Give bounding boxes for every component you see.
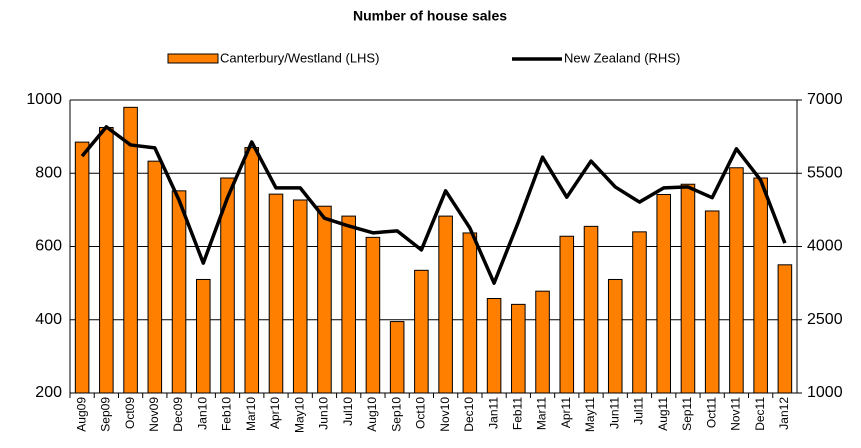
bar: [74, 141, 90, 394]
bar: [123, 106, 138, 394]
bar: [704, 210, 720, 394]
y2-tick-label: 2500: [807, 311, 843, 328]
legend-swatch: [167, 53, 219, 64]
bar: [438, 215, 453, 394]
y-tick-label: 800: [35, 164, 62, 181]
x-tick-label: Oct11: [704, 397, 718, 428]
y-tick-label: 600: [35, 238, 62, 255]
x-tick-label: Sep10: [389, 397, 403, 432]
bar: [365, 236, 381, 394]
x-tick-label: Apr10: [268, 397, 282, 429]
x-tick-label: Jul10: [341, 397, 355, 426]
x-tick-label: Jul11: [632, 397, 646, 425]
bar: [414, 269, 429, 394]
legend-label: New Zealand (RHS): [564, 50, 680, 65]
x-tick-label: Dec09: [171, 397, 185, 432]
bar: [99, 126, 114, 394]
bar: [535, 290, 550, 394]
x-tick-label: Mar11: [535, 397, 549, 430]
x-tick-label: Jun10: [317, 397, 331, 430]
bar: [777, 264, 793, 394]
bar: [317, 205, 332, 394]
bar: [220, 177, 235, 394]
bar: [389, 321, 405, 394]
x-tick-label: Dec10: [462, 397, 476, 432]
bar: [292, 199, 308, 394]
x-tick-label: Feb11: [510, 397, 524, 430]
y2-tick-label: 5500: [807, 164, 843, 181]
bar: [195, 278, 211, 394]
bar: [729, 167, 744, 394]
y-tick-label: 1000: [26, 91, 62, 108]
bar: [753, 177, 768, 394]
x-tick-label: Aug09: [74, 397, 88, 432]
x-tick-label: Jan11: [486, 397, 500, 429]
bar: [462, 232, 478, 394]
x-tick-label: Jan12: [777, 397, 791, 430]
bar: [244, 147, 260, 394]
bar: [341, 215, 356, 394]
x-tick-label: May11: [583, 397, 597, 432]
line: [80, 125, 787, 285]
x-tick-label: Oct09: [123, 397, 137, 429]
x-tick-label: Dec11: [753, 397, 767, 431]
x-tick-label: Apr11: [559, 397, 573, 428]
bar: [632, 231, 647, 394]
y2-tick-label: 7000: [807, 91, 843, 108]
bar: [607, 278, 623, 394]
x-tick-label: Nov09: [147, 397, 161, 432]
y-tick-label: 200: [35, 384, 62, 401]
bar: [656, 193, 672, 394]
bar: [147, 160, 163, 394]
bar: [486, 298, 502, 394]
bar: [511, 303, 526, 394]
bar: [680, 183, 696, 394]
bar: [583, 225, 599, 394]
bar: [559, 235, 575, 394]
x-tick-label: Feb10: [220, 397, 234, 431]
y-tick-label: 400: [35, 311, 62, 328]
x-tick-label: May10: [292, 397, 306, 433]
legend-label: Canterbury/Westland (LHS): [220, 50, 379, 65]
bar: [268, 193, 284, 394]
x-tick-label: Jun11: [607, 397, 621, 429]
y2-tick-label: 4000: [807, 238, 843, 255]
chart-title: Number of house sales: [353, 8, 507, 24]
x-tick-label: Nov11: [729, 397, 743, 431]
x-tick-label: Nov10: [438, 397, 452, 432]
x-tick-label: Aug10: [365, 397, 379, 432]
x-tick-label: Sep11: [680, 397, 694, 431]
x-tick-label: Sep09: [99, 397, 113, 432]
x-tick-label: Aug11: [656, 397, 670, 431]
x-tick-label: Oct10: [414, 397, 428, 429]
x-tick-label: Mar10: [244, 397, 258, 431]
x-tick-label: Jan10: [195, 397, 209, 430]
bar: [171, 190, 187, 394]
y2-tick-label: 1000: [807, 384, 843, 401]
